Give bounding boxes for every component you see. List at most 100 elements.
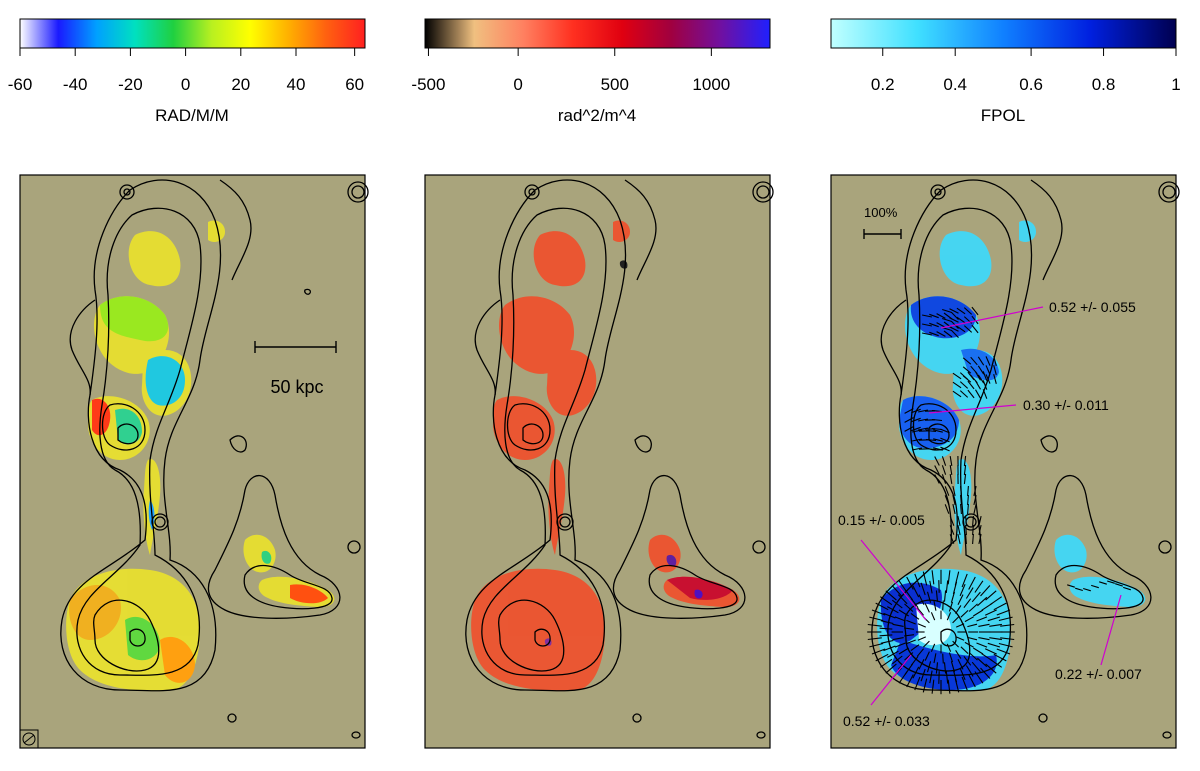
- colorbar-rm-ticks: -60 -40 -20 0 20 40 60: [8, 48, 364, 94]
- polarization-vector: [962, 357, 972, 365]
- colorbar-rm2-ticks: -500 0 500 1000: [411, 48, 730, 94]
- polarization-vector: [906, 619, 916, 625]
- polarization-vector: [961, 676, 968, 691]
- polarization-vector: [935, 590, 939, 602]
- polarization-vector: [879, 634, 893, 637]
- colorbar-tick-label: -500: [411, 75, 445, 94]
- polarization-vector: [959, 583, 966, 597]
- polarization-vector: [968, 674, 976, 688]
- polarization-vector: [930, 612, 936, 621]
- polarization-vector: [924, 651, 930, 661]
- polarization-vector: [933, 438, 943, 442]
- colorbar-rm: -60 -40 -20 0 20 40 60 RAD/M/M: [8, 18, 366, 125]
- polarization-vector: [917, 623, 927, 628]
- polarization-vector: [931, 679, 935, 694]
- polarization-vector: [904, 603, 914, 612]
- polarization-vector: [967, 389, 975, 399]
- polarization-vector: [993, 365, 997, 375]
- colorbar-rm2: -500 0 500 1000 rad^2/m^4: [411, 18, 771, 125]
- polarization-vector: [947, 570, 951, 585]
- polarization-vector: [977, 596, 988, 607]
- polarization-vector: [904, 652, 914, 661]
- polarization-vector: [942, 308, 952, 314]
- polarization-vector: [1083, 587, 1091, 592]
- polarization-vector: [930, 643, 936, 652]
- polarization-vector: [957, 515, 961, 527]
- polarization-vector: [952, 381, 962, 389]
- scale-bar: [254, 341, 337, 353]
- colorbar-fpol-ticks: 0.2 0.4 0.6 0.8 1: [871, 48, 1181, 94]
- polarization-vector: [993, 374, 997, 384]
- polarization-vector: [967, 503, 969, 515]
- polarization-vector: [985, 356, 991, 366]
- colorbar-tick-label: 0.8: [1092, 75, 1116, 94]
- polarization-vector: [921, 332, 933, 336]
- polarization-vector: [948, 652, 954, 663]
- polarization-vector: [869, 642, 884, 648]
- polarization-vector: [929, 331, 939, 337]
- polarization-vector: [894, 642, 906, 648]
- polarization-vector: [936, 313, 946, 319]
- vector-scale-bar: [863, 229, 902, 239]
- polarization-vector: [960, 646, 969, 654]
- polarization-vector: [1115, 583, 1123, 587]
- polarization-vector: [967, 380, 975, 390]
- polarization-vector: [917, 409, 929, 413]
- polarization-vector: [931, 409, 943, 413]
- polarization-vector: [971, 315, 979, 325]
- polarization-vector: [985, 590, 997, 601]
- polarization-vector: [965, 524, 967, 536]
- colorbar-tick-label: -40: [63, 75, 88, 94]
- polarization-vector: [952, 616, 959, 624]
- polarization-vector: [1075, 587, 1083, 592]
- panel-fpol-map: 100% 0.52 +/- 0.055 0.30 +/- 0.011 0.15 …: [830, 174, 1180, 749]
- polarization-vector: [929, 322, 939, 328]
- polarization-vector: [960, 503, 962, 515]
- polarization-vector: [968, 652, 978, 661]
- panel-rm2-map: [424, 174, 774, 749]
- polarization-vector: [985, 365, 991, 375]
- polarization-vector: [925, 429, 937, 433]
- colorbar-tick-label: 0: [513, 75, 522, 94]
- colorbar-fpol: 0.2 0.4 0.6 0.8 1 FPOL: [830, 18, 1181, 125]
- polarization-vector: [883, 645, 896, 652]
- polarization-vector: [975, 371, 981, 381]
- polarization-vector: [989, 658, 1003, 668]
- polarization-vector: [993, 602, 1007, 611]
- rm-contours: [60, 179, 369, 739]
- polarization-vector: [917, 427, 929, 431]
- colorbar-rm-label: RAD/M/M: [155, 106, 229, 125]
- polarization-vector: [952, 640, 959, 648]
- polarization-vector: [906, 576, 914, 590]
- polarization-vector: [971, 324, 979, 334]
- polarization-vector: [967, 623, 978, 628]
- polarization-vector: [933, 600, 937, 611]
- polarization-vector: [885, 590, 897, 601]
- polarization-vector: [963, 307, 973, 315]
- rm2-contours: [465, 179, 774, 739]
- polarization-vector: [975, 389, 981, 399]
- polarization-vector: [933, 653, 937, 664]
- polarization-vector: [952, 372, 962, 380]
- polarization-vector: [957, 594, 964, 606]
- polarization-vector: [867, 637, 882, 641]
- polarization-vector: [931, 418, 943, 422]
- polarization-vector: [867, 623, 882, 627]
- polarization-vector: [952, 503, 956, 515]
- panel-rm-map: 50 kpc: [19, 174, 369, 749]
- polarization-vector: [918, 658, 925, 670]
- polarization-vector: [934, 465, 940, 475]
- polarization-vector: [977, 356, 985, 366]
- colorbar-tick-label: 0.4: [943, 75, 967, 94]
- polarization-vector: [1091, 584, 1099, 589]
- polarization-vector: [880, 639, 894, 644]
- polarization-vector: [970, 356, 978, 366]
- polarization-vector: [936, 322, 946, 328]
- polarization-vector: [929, 580, 933, 594]
- annotation-fpol-1: 0.52 +/- 0.055: [1049, 299, 1136, 315]
- colorbar-rm-gradient: [19, 18, 366, 49]
- polarization-vector: [891, 599, 903, 609]
- polarization-vector: [959, 390, 969, 398]
- polarization-vector: [943, 330, 953, 338]
- colorbar-tick-label: 0.2: [871, 75, 895, 94]
